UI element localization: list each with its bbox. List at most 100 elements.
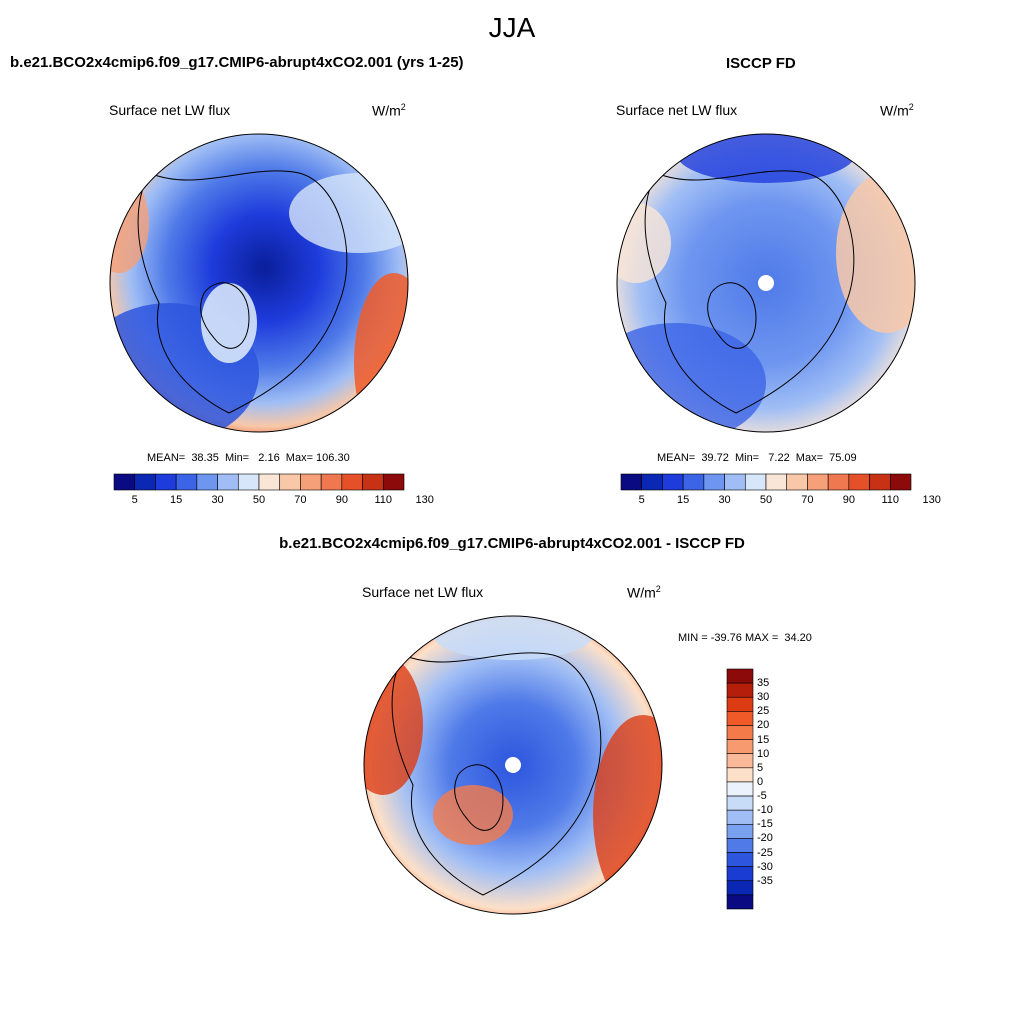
panel-2-units-label: W/m2 xyxy=(880,102,914,119)
panel-3-coastline xyxy=(391,652,602,896)
colorbar-swatch xyxy=(765,473,788,491)
panel-2-warm-region xyxy=(836,173,915,333)
colorbar-swatch xyxy=(726,852,754,867)
colorbar-tick-label: 5 xyxy=(131,494,138,506)
panel-2-polar-map xyxy=(616,133,916,433)
panel-3-stats: MIN = -39.76 MAX = 34.20 xyxy=(678,632,812,644)
panel-2-pole-hole xyxy=(758,275,774,291)
colorbar-swatch xyxy=(279,473,301,491)
colorbar-tick-label: -25 xyxy=(757,846,773,859)
colorbar-tick-label: -35 xyxy=(757,874,773,887)
colorbar-swatch xyxy=(726,781,754,797)
panel-3-title: b.e21.BCO2x4cmip6.f09_g17.CMIP6-abrupt4x… xyxy=(279,535,745,552)
panel-1-map-border xyxy=(109,133,409,433)
colorbar-swatch xyxy=(620,473,643,491)
colorbar-tick-label: 15 xyxy=(170,494,183,506)
colorbar-tick-label: -30 xyxy=(757,860,773,873)
colorbar-swatch xyxy=(726,795,754,811)
colorbar-tick-label: 130 xyxy=(415,494,434,506)
panel-1-colorbar-swatches xyxy=(113,473,405,491)
colorbar-tick-label: 30 xyxy=(211,494,224,506)
colorbar-tick-label: 110 xyxy=(374,494,393,506)
colorbar-tick-label: -15 xyxy=(757,818,773,831)
panel-1-variable-label: Surface net LW flux xyxy=(109,102,231,118)
colorbar-swatch xyxy=(341,473,363,491)
panel-2-warm-region-west xyxy=(617,203,671,283)
panel-2-stats: MEAN= 39.72 Min= 7.22 Max= 75.09 xyxy=(657,452,857,464)
colorbar-tick-label: 35 xyxy=(757,677,770,690)
colorbar-swatch xyxy=(726,880,754,896)
colorbar-swatch xyxy=(726,894,754,910)
colorbar-swatch xyxy=(744,473,767,491)
panel-2-colorbar: 5 15 30 50 70 90 110 130 xyxy=(620,473,941,506)
colorbar-tick-label: -5 xyxy=(757,790,767,803)
colorbar-swatch xyxy=(362,473,384,491)
panel-2-title: ISCCP FD xyxy=(726,55,796,72)
panel-1-stats: MEAN= 38.35 Min= 2.16 Max= 106.30 xyxy=(147,452,350,464)
colorbar-tick-label: 70 xyxy=(801,494,814,506)
colorbar-tick-label: 130 xyxy=(922,494,941,506)
colorbar-tick-label: 90 xyxy=(842,494,855,506)
colorbar-swatch xyxy=(726,739,754,755)
panel-2-north-america-region xyxy=(617,323,766,432)
colorbar-swatch xyxy=(848,473,870,491)
colorbar-swatch xyxy=(889,473,912,491)
colorbar-tick-label: 5 xyxy=(638,494,645,506)
panel-3-colorbar: 35 30 25 20 15 10 5 0 -5 -10 -15 -20 -25 -30 -35 xyxy=(726,668,807,911)
colorbar-swatch xyxy=(726,823,754,839)
panel-3-warm-region-east xyxy=(593,715,662,914)
colorbar-swatch xyxy=(300,473,322,491)
figure-title: JJA xyxy=(488,12,536,43)
colorbar-swatch xyxy=(726,753,754,769)
panel-2-cold-region-top xyxy=(676,134,856,183)
colorbar-tick-label: 70 xyxy=(294,494,307,506)
colorbar-swatch xyxy=(726,696,754,712)
colorbar-swatch xyxy=(724,473,746,491)
panel-1-warm-region xyxy=(354,273,408,432)
colorbar-tick-label: 30 xyxy=(718,494,731,506)
colorbar-swatch xyxy=(662,473,684,491)
panel-1-coastline xyxy=(137,170,348,414)
panel-3-pole-hole xyxy=(505,757,521,773)
panel-3-units-label: W/m2 xyxy=(627,584,661,601)
colorbar-swatch xyxy=(786,473,808,491)
colorbar-tick-label: 15 xyxy=(677,494,690,506)
panel-1-warm-region-west xyxy=(110,173,149,273)
colorbar-swatch xyxy=(155,473,177,491)
panel-1-units-label: W/m2 xyxy=(372,102,406,119)
colorbar-swatch xyxy=(382,473,405,491)
colorbar-tick-label: 10 xyxy=(757,747,770,760)
colorbar-swatch xyxy=(726,725,754,740)
colorbar-swatch xyxy=(641,473,663,491)
panel-3-colorbar-swatches xyxy=(726,668,754,910)
panel-2-coastline xyxy=(644,170,855,414)
colorbar-swatch xyxy=(217,473,239,491)
panel-2-variable-label: Surface net LW flux xyxy=(616,102,738,118)
panel-3-neutral-region-top xyxy=(433,616,593,660)
panel-1-greenland xyxy=(201,283,257,363)
colorbar-swatch xyxy=(237,473,260,491)
colorbar-swatch xyxy=(726,767,754,783)
panel-3-greenland-coast xyxy=(454,764,504,831)
colorbar-tick-label: -10 xyxy=(757,804,773,817)
colorbar-swatch xyxy=(869,473,891,491)
colorbar-tick-label: 15 xyxy=(757,733,770,746)
panel-3-map-border xyxy=(363,615,663,915)
colorbar-swatch xyxy=(726,866,754,882)
panel-1-colorbar: 5 15 30 50 70 90 110 130 xyxy=(113,473,434,506)
colorbar-swatch xyxy=(726,682,754,698)
colorbar-tick-label: 50 xyxy=(759,494,773,506)
colorbar-swatch xyxy=(175,473,198,491)
colorbar-swatch xyxy=(320,473,343,491)
colorbar-swatch xyxy=(726,809,754,825)
colorbar-swatch xyxy=(807,473,829,491)
panel-2-map-border xyxy=(616,133,916,433)
colorbar-swatch xyxy=(703,473,725,491)
panel-3-polar-map xyxy=(363,615,663,915)
panel-2-greenland-coast xyxy=(707,282,757,349)
colorbar-tick-label: 5 xyxy=(757,761,764,774)
panel-1-polar-map xyxy=(109,133,409,433)
colorbar-swatch xyxy=(113,473,136,491)
colorbar-tick-label: 30 xyxy=(757,691,770,704)
colorbar-tick-label: 90 xyxy=(335,494,348,506)
